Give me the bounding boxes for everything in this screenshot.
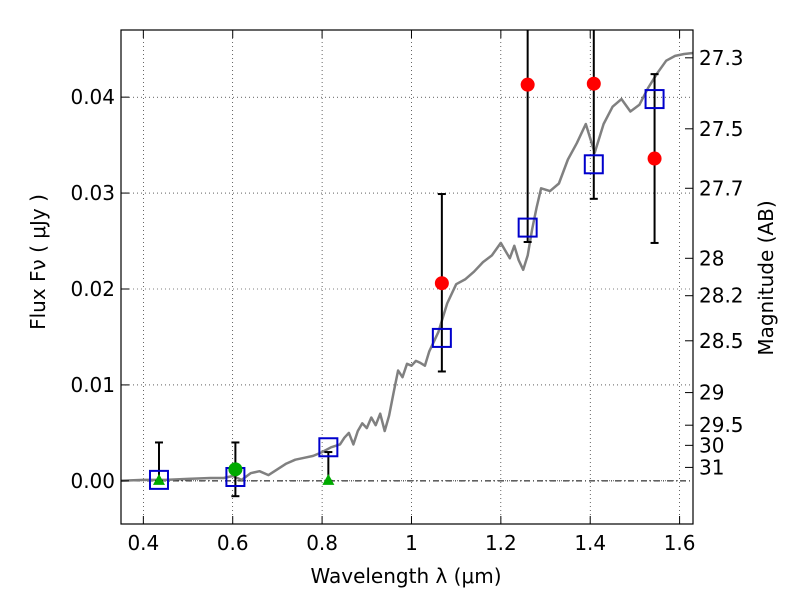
plot-frame — [120, 29, 694, 525]
model-square-marker — [583, 154, 604, 175]
y2-tick-label: 29.5 — [699, 413, 744, 437]
x-axis-label: Wavelength λ (μm) — [310, 564, 501, 588]
y2-tick-label: 31 — [699, 455, 724, 479]
y2-axis-label: Magnitude (AB) — [754, 200, 778, 355]
y-tick-label: 0.02 — [70, 277, 115, 301]
x-tick-label: 1.6 — [664, 531, 696, 555]
y-axis-ticks: 0.00 0.01 0.02 0.03 0.04 — [70, 85, 129, 493]
y-axis-label: Flux Fν ( μJy ) — [26, 194, 50, 330]
y-tick-label: 0.00 — [70, 469, 115, 493]
model-square-marker — [517, 217, 538, 238]
y2-tick-label: 27.7 — [699, 176, 744, 200]
grid-lines — [121, 30, 693, 524]
x-tick-label: 0.6 — [217, 531, 249, 555]
green-detection-marker — [228, 462, 243, 477]
y2-tick-label: 27.3 — [699, 46, 744, 70]
x-tick-label: 0.4 — [127, 531, 159, 555]
green-upper-limit-marker — [322, 473, 335, 485]
model-square-marker — [431, 327, 452, 348]
spectrum-line — [120, 51, 694, 483]
y2-tick-label: 27.5 — [699, 117, 744, 141]
x-axis-ticks: 0.4 0.6 0.8 1 1.2 1.4 1.6 — [127, 30, 696, 555]
y2-tick-label: 28 — [699, 246, 724, 270]
y-tick-label: 0.04 — [70, 85, 115, 109]
red-detection-marker — [586, 76, 601, 91]
y2-tick-label: 29 — [699, 381, 724, 405]
y2-tick-label: 30 — [699, 433, 724, 457]
model-square-marker — [148, 469, 169, 490]
markers-layer — [148, 76, 665, 490]
y2-tick-label: 28.2 — [699, 284, 744, 308]
model-square-marker — [318, 437, 339, 458]
red-detection-marker — [647, 151, 662, 166]
red-detection-marker — [520, 77, 535, 92]
red-detection-marker — [434, 276, 449, 291]
y-tick-label: 0.01 — [70, 373, 115, 397]
x-tick-label: 0.8 — [306, 531, 338, 555]
errorbars-layer — [154, 30, 659, 498]
x-tick-label: 1 — [405, 531, 418, 555]
y2-tick-label: 28.5 — [699, 329, 744, 353]
spectrum-layer — [120, 51, 694, 483]
x-tick-label: 1.2 — [485, 531, 517, 555]
x-tick-label: 1.4 — [574, 531, 606, 555]
model-square-marker — [644, 89, 665, 110]
green-upper-limit-marker — [152, 473, 165, 485]
y-tick-label: 0.03 — [70, 181, 115, 205]
